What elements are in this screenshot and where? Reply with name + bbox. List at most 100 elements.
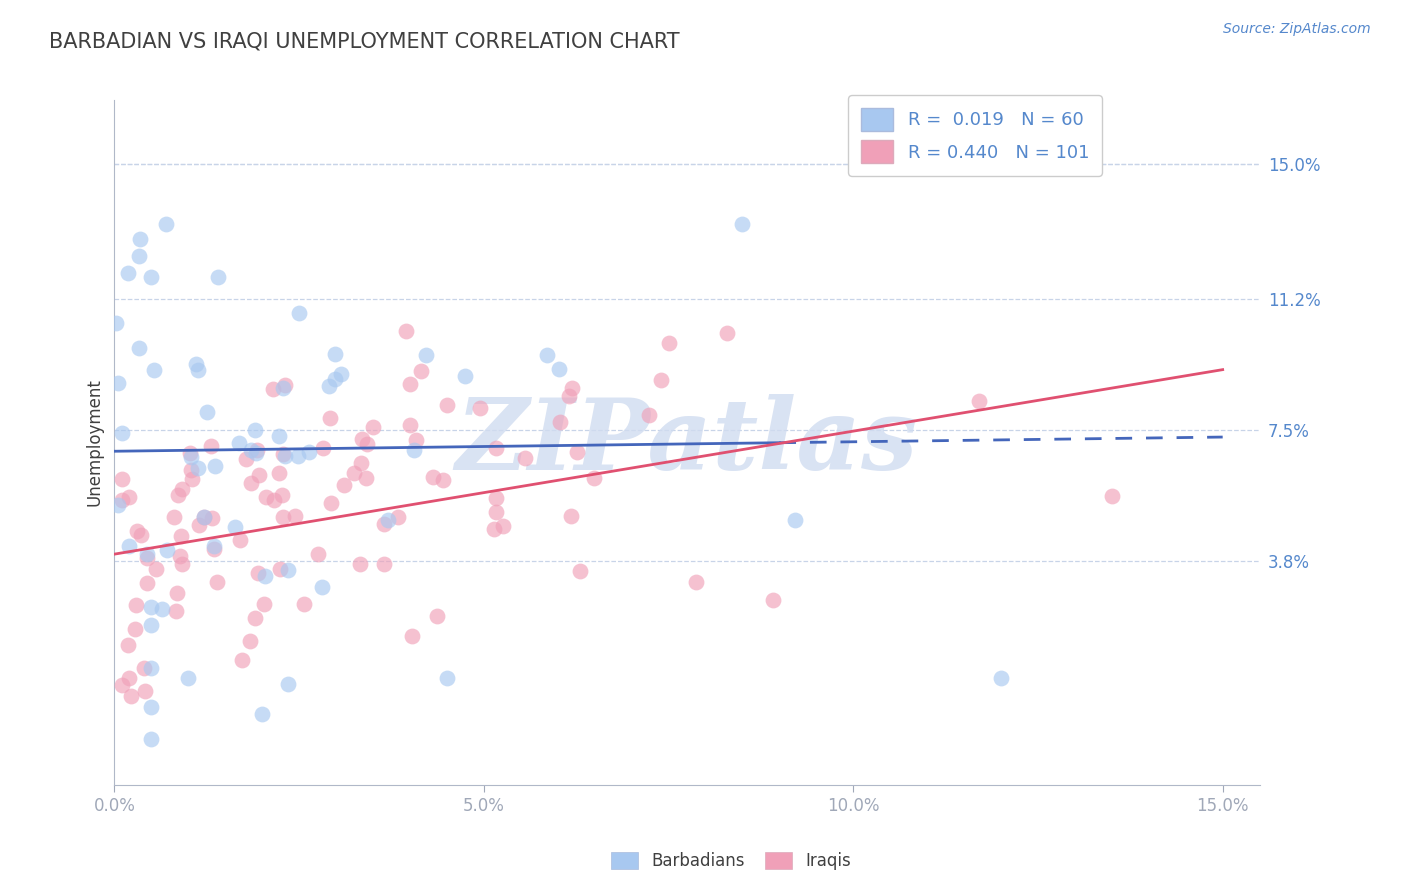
Point bbox=[762, 593, 785, 607]
Text: ZIPatlas: ZIPatlas bbox=[456, 394, 918, 491]
Point bbox=[134, 684, 156, 698]
Point bbox=[284, 508, 307, 523]
Text: Source: ZipAtlas.com: Source: ZipAtlas.com bbox=[1223, 22, 1371, 37]
Point bbox=[207, 575, 229, 590]
Point bbox=[271, 447, 294, 461]
Point bbox=[274, 378, 297, 392]
Point bbox=[243, 611, 266, 625]
Point bbox=[141, 731, 163, 746]
Point bbox=[967, 393, 990, 408]
Point bbox=[229, 533, 252, 548]
Point bbox=[262, 382, 284, 396]
Point bbox=[111, 472, 134, 486]
Point bbox=[311, 580, 333, 594]
Point bbox=[536, 348, 558, 362]
Point bbox=[432, 474, 454, 488]
Point bbox=[118, 539, 141, 553]
Point bbox=[436, 671, 458, 685]
Point bbox=[136, 575, 159, 590]
Point bbox=[180, 450, 202, 464]
Point bbox=[201, 511, 224, 525]
Point bbox=[125, 524, 148, 538]
Point bbox=[231, 653, 253, 667]
Point bbox=[235, 451, 257, 466]
Point bbox=[166, 488, 188, 502]
Point bbox=[352, 433, 374, 447]
Point bbox=[104, 316, 127, 330]
Point bbox=[253, 569, 276, 583]
Point bbox=[145, 562, 167, 576]
Point bbox=[453, 368, 475, 383]
Point bbox=[426, 609, 449, 624]
Text: BARBADIAN VS IRAQI UNEMPLOYMENT CORRELATION CHART: BARBADIAN VS IRAQI UNEMPLOYMENT CORRELAT… bbox=[49, 31, 681, 51]
Point bbox=[401, 629, 423, 643]
Point bbox=[239, 633, 262, 648]
Point bbox=[271, 488, 294, 502]
Point bbox=[319, 411, 342, 425]
Point bbox=[269, 467, 291, 481]
Point bbox=[288, 306, 311, 320]
Point bbox=[141, 661, 163, 675]
Point bbox=[132, 661, 155, 675]
Point bbox=[141, 270, 163, 285]
Point bbox=[155, 217, 177, 231]
Point bbox=[110, 425, 132, 440]
Point bbox=[404, 442, 426, 457]
Point bbox=[135, 550, 157, 565]
Point bbox=[180, 463, 202, 477]
Point bbox=[136, 547, 159, 561]
Point bbox=[731, 217, 754, 231]
Y-axis label: Unemployment: Unemployment bbox=[86, 378, 103, 507]
Point bbox=[271, 381, 294, 395]
Point bbox=[492, 519, 515, 533]
Point bbox=[650, 373, 672, 387]
Point bbox=[180, 472, 202, 486]
Legend: Barbadians, Iraqis: Barbadians, Iraqis bbox=[605, 845, 858, 877]
Point bbox=[141, 618, 163, 632]
Point bbox=[128, 341, 150, 355]
Point bbox=[239, 475, 262, 490]
Point bbox=[245, 445, 267, 459]
Point bbox=[436, 398, 458, 412]
Point bbox=[583, 471, 606, 485]
Point bbox=[165, 604, 187, 618]
Point bbox=[117, 267, 139, 281]
Point bbox=[143, 363, 166, 377]
Point bbox=[565, 445, 588, 459]
Point bbox=[569, 564, 592, 578]
Point bbox=[169, 528, 191, 542]
Point bbox=[321, 495, 343, 509]
Point bbox=[395, 324, 418, 338]
Point bbox=[245, 423, 267, 437]
Point bbox=[107, 498, 129, 512]
Point bbox=[141, 699, 163, 714]
Point bbox=[247, 468, 270, 483]
Point bbox=[398, 418, 420, 433]
Point bbox=[277, 563, 299, 577]
Point bbox=[513, 450, 536, 465]
Point bbox=[387, 510, 409, 524]
Point bbox=[330, 367, 353, 381]
Point bbox=[637, 409, 659, 423]
Point bbox=[548, 415, 571, 429]
Point bbox=[298, 445, 321, 459]
Point bbox=[287, 449, 309, 463]
Point bbox=[187, 461, 209, 475]
Point bbox=[990, 671, 1012, 685]
Point bbox=[561, 381, 583, 395]
Point bbox=[399, 376, 422, 391]
Point bbox=[202, 539, 225, 553]
Point bbox=[246, 566, 269, 580]
Point bbox=[166, 586, 188, 600]
Point bbox=[128, 249, 150, 263]
Point bbox=[411, 364, 433, 378]
Point bbox=[350, 456, 373, 470]
Point bbox=[307, 547, 329, 561]
Point bbox=[269, 562, 291, 576]
Point bbox=[560, 508, 582, 523]
Point bbox=[240, 442, 263, 457]
Point bbox=[785, 513, 807, 527]
Point bbox=[172, 557, 194, 571]
Point bbox=[312, 441, 335, 455]
Point bbox=[141, 600, 163, 615]
